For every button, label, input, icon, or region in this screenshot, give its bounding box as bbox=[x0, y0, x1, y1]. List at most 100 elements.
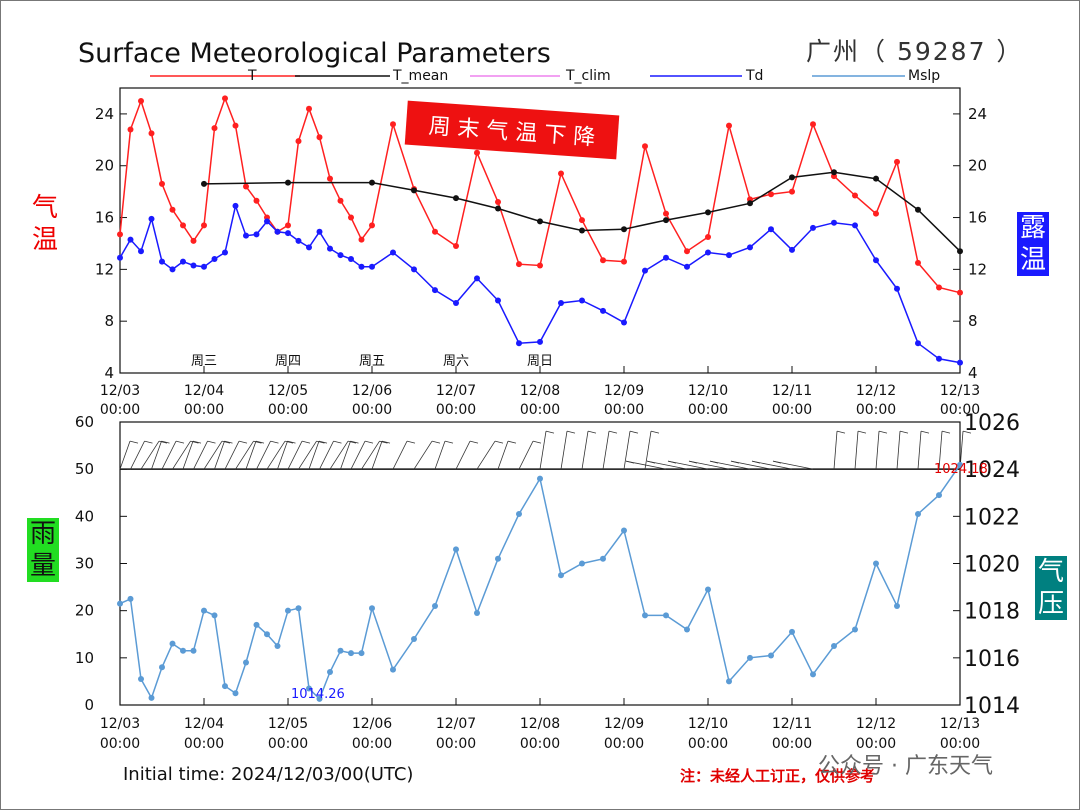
point-t_mean bbox=[285, 179, 291, 186]
x-tick-time-bottom: 00:00 bbox=[520, 736, 560, 752]
point-td bbox=[159, 258, 165, 265]
point-mslp bbox=[768, 652, 774, 659]
point-mslp bbox=[894, 602, 900, 609]
wind-barb-feather bbox=[629, 430, 639, 434]
x-tick-time-bottom: 00:00 bbox=[604, 736, 644, 752]
wind-barb bbox=[455, 440, 471, 470]
point-td bbox=[810, 224, 816, 231]
watermark: 公众号 · 广东天气 bbox=[818, 754, 993, 779]
wind-barb bbox=[917, 431, 922, 470]
wind-barb-feather bbox=[431, 440, 441, 444]
point-mslp bbox=[190, 647, 197, 654]
point-t_mean bbox=[621, 226, 627, 233]
max-pressure-label: 1024.18 bbox=[934, 462, 988, 477]
pressure-plot bbox=[117, 461, 963, 702]
x-tick-date-top: 12/09 bbox=[604, 383, 644, 399]
point-td bbox=[873, 257, 879, 264]
point-mslp bbox=[285, 607, 291, 614]
wind-barb-feather bbox=[494, 440, 504, 444]
wind-barb bbox=[287, 440, 303, 470]
wind-barb bbox=[497, 441, 509, 470]
label-pressure: 气 压 bbox=[1035, 556, 1067, 620]
point-t_mean bbox=[915, 206, 921, 213]
wind-barb bbox=[371, 441, 383, 470]
wind-barb bbox=[172, 440, 191, 470]
wind-barb-feather bbox=[878, 430, 888, 434]
x-tick-date-top: 12/13 bbox=[940, 383, 980, 399]
x-tick-time-bottom: 00:00 bbox=[352, 736, 392, 752]
x-tick-date-top: 12/12 bbox=[856, 383, 896, 399]
point-t bbox=[789, 188, 795, 195]
point-td bbox=[789, 246, 795, 253]
point-t_mean bbox=[201, 180, 207, 187]
y-tick-label-left: 16 bbox=[95, 209, 114, 227]
point-t bbox=[348, 214, 354, 221]
point-t bbox=[600, 257, 606, 264]
x-tick-date-bottom: 12/06 bbox=[352, 716, 392, 732]
point-t bbox=[222, 95, 228, 102]
point-t bbox=[148, 130, 155, 137]
point-t_mean bbox=[705, 209, 711, 216]
weekday-label: 周三 bbox=[191, 354, 217, 369]
x-tick-time-top: 00:00 bbox=[940, 402, 980, 418]
point-t_mean bbox=[537, 218, 543, 225]
point-td bbox=[274, 228, 281, 235]
point-td bbox=[117, 254, 123, 261]
wind-barb-feather bbox=[730, 460, 740, 464]
point-t_mean bbox=[747, 200, 753, 207]
wind-barb-feather bbox=[253, 440, 262, 444]
y-tick-label-rain: 20 bbox=[75, 602, 94, 620]
point-t bbox=[852, 192, 858, 199]
y-tick-label-rain: 60 bbox=[75, 413, 94, 431]
wind-barb bbox=[235, 440, 254, 470]
point-t_mean bbox=[411, 187, 417, 194]
point-t bbox=[873, 210, 879, 217]
x-tick-date-top: 12/05 bbox=[268, 383, 308, 399]
point-td bbox=[243, 232, 249, 239]
point-t bbox=[337, 197, 344, 204]
y-tick-label-rain: 50 bbox=[75, 460, 94, 478]
wind-barb-feather bbox=[224, 440, 233, 444]
wind-barb bbox=[224, 440, 240, 470]
point-t bbox=[705, 233, 711, 240]
point-t bbox=[684, 248, 690, 255]
point-t_mean bbox=[369, 179, 375, 186]
point-td bbox=[390, 249, 396, 256]
legend-label-mslp: Mslp bbox=[908, 68, 940, 84]
x-tick-time-bottom: 00:00 bbox=[688, 736, 728, 752]
point-mslp bbox=[201, 607, 207, 614]
x-tick-time-top: 00:00 bbox=[520, 402, 560, 418]
point-td bbox=[180, 258, 186, 265]
point-mslp bbox=[243, 659, 249, 666]
point-t bbox=[253, 197, 260, 204]
wind-barb-feather bbox=[507, 440, 517, 444]
point-td bbox=[621, 319, 627, 326]
point-td bbox=[894, 285, 900, 292]
point-mslp bbox=[138, 676, 144, 683]
point-t bbox=[201, 222, 207, 229]
wind-barb-feather bbox=[333, 440, 342, 444]
point-td bbox=[474, 275, 480, 282]
wind-barb-feather bbox=[238, 440, 248, 444]
y-tick-label-left: 12 bbox=[95, 260, 114, 278]
x-tick-time-top: 00:00 bbox=[184, 402, 224, 418]
y-tick-label-pressure: 1014 bbox=[964, 694, 1020, 719]
label-rainfall: 雨 量 bbox=[27, 518, 59, 582]
point-t bbox=[957, 289, 963, 296]
wind-barb-feather bbox=[255, 440, 265, 444]
point-td bbox=[127, 236, 134, 243]
point-mslp bbox=[579, 560, 585, 567]
weekday-label: 周四 bbox=[275, 354, 301, 369]
point-td bbox=[663, 254, 669, 261]
x-tick-date-bottom: 12/12 bbox=[856, 716, 896, 732]
wind-barb-feather bbox=[316, 440, 325, 444]
wind-barb bbox=[476, 440, 496, 470]
x-tick-time-top: 00:00 bbox=[856, 402, 896, 418]
wind-barb-feather bbox=[192, 440, 202, 444]
point-td bbox=[726, 252, 732, 259]
point-mslp bbox=[348, 650, 354, 657]
point-mslp bbox=[159, 664, 165, 671]
x-tick-time-top: 00:00 bbox=[688, 402, 728, 418]
point-t bbox=[474, 149, 480, 156]
y-tick-label-right: 24 bbox=[968, 105, 987, 123]
